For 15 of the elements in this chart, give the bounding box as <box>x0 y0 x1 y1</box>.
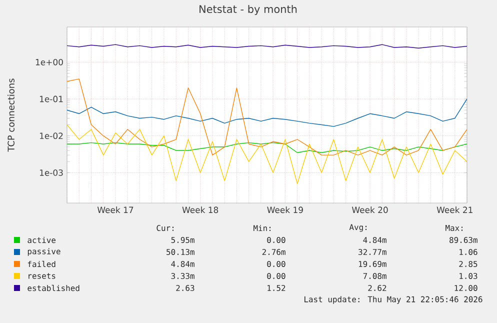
x-tick-label: Week 18 <box>182 206 218 214</box>
x-tick-label: Week 20 <box>352 206 388 214</box>
line-series <box>67 98 468 127</box>
x-tick-label: Week 21 <box>436 206 472 214</box>
y-tick-label: 1e-03 <box>40 169 63 176</box>
y-tick-label: 1e-01 <box>40 96 63 102</box>
x-tick-label: Week 17 <box>97 206 134 214</box>
line-series <box>67 78 468 156</box>
chart-title: Netstat - by month <box>200 4 297 16</box>
x-tick-label: Week 19 <box>267 206 303 214</box>
y-axis-title: TCP connections <box>8 78 14 152</box>
y-tick-label: 1e-02 <box>40 132 63 140</box>
line-series <box>67 142 468 153</box>
y-tick-label: 1e+00 <box>36 58 63 66</box>
line-series <box>67 124 468 184</box>
